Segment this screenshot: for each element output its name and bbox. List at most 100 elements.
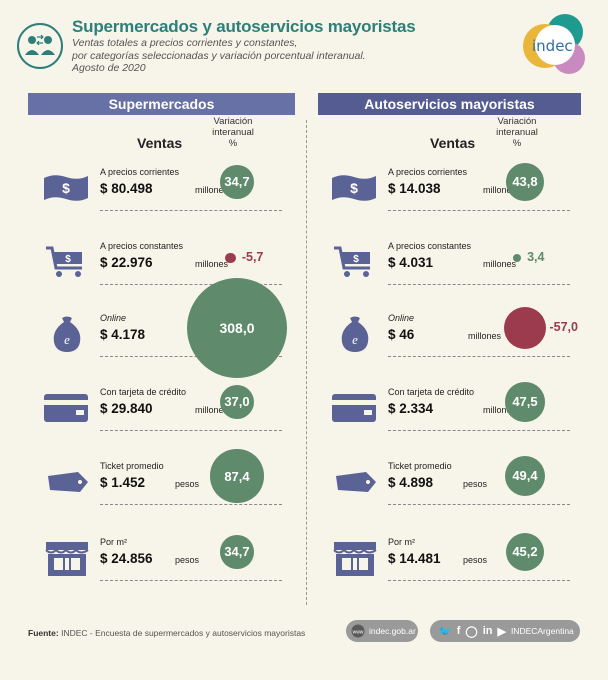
sales-value: $ 22.976 <box>100 255 153 270</box>
money-bill-icon: $ <box>330 168 380 208</box>
mayoristas-header: Autoservicios mayoristas <box>318 93 581 115</box>
people-exchange-icon <box>17 23 63 69</box>
credit-card-icon <box>42 388 92 428</box>
unit-label: pesos <box>463 479 488 489</box>
sales-value: $ 14.038 <box>388 181 441 196</box>
variation-value: 37,0 <box>224 394 250 410</box>
category-label: A precios corrientes <box>388 167 468 177</box>
variation-value: -57,0 <box>549 320 578 334</box>
source-note: Fuente: INDEC - Encuesta de supermercado… <box>28 628 305 638</box>
column-divider <box>306 120 307 605</box>
ventas-heading: Ventas <box>430 135 476 151</box>
category-row: Ticket promedio $ 4.898 pesos 49,4 <box>330 452 590 520</box>
variation-bubble: 47,5 <box>505 382 545 422</box>
row-separator <box>388 504 570 505</box>
row-separator <box>388 580 570 581</box>
category-label: Por m² <box>388 537 415 547</box>
category-label: Online <box>388 313 415 323</box>
indec-logo <box>523 14 585 74</box>
variacion-heading: Variación interanual % <box>482 116 552 149</box>
sales-value: $ 4.898 <box>388 475 434 490</box>
sales-value: $ 29.840 <box>100 401 153 416</box>
logo-text: indec <box>532 37 573 55</box>
unit-label: millones <box>195 259 229 269</box>
ventas-heading: Ventas <box>137 135 183 151</box>
sales-value: $ 4.031 <box>388 255 434 270</box>
twitter-icon[interactable]: 🐦 <box>438 625 452 638</box>
instagram-icon[interactable]: ◯ <box>465 625 478 638</box>
row-separator <box>100 504 282 505</box>
row-separator <box>388 430 570 431</box>
category-row: $ A precios corrientes $ 14.038 millones 43,… <box>330 158 590 226</box>
svg-text:e: e <box>352 332 358 347</box>
variation-value: 34,7 <box>224 544 250 560</box>
category-row: e Online $ 46 millones -57,0 <box>330 304 590 372</box>
svg-text:$: $ <box>350 180 358 196</box>
svg-text:e: e <box>64 332 70 347</box>
variation-bubble: 49,4 <box>504 455 545 496</box>
online-bag-icon: e <box>42 314 92 354</box>
unit-label: millones <box>195 405 229 415</box>
row-separator <box>388 284 570 285</box>
source-text: INDEC - Encuesta de supermercados y auto… <box>61 628 306 638</box>
row-separator <box>100 356 282 357</box>
unit-label: millones <box>483 405 517 415</box>
category-label: Por m² <box>100 537 127 547</box>
category-row: $ A precios constantes $ 22.976 millones -5,… <box>42 232 302 300</box>
social-links: 🐦 f ◯ in ▶ INDECArgentina <box>430 620 580 642</box>
variacion-line: interanual <box>496 127 538 138</box>
variacion-line: % <box>228 138 238 149</box>
category-row: $ A precios constantes $ 4.031 millones 3,4 <box>330 232 590 300</box>
category-row: $ A precios corrientes $ 80.498 millones 34,… <box>42 158 302 226</box>
linkedin-icon[interactable]: in <box>482 625 493 637</box>
unit-label: millones <box>483 259 517 269</box>
category-label: A precios corrientes <box>100 167 180 177</box>
category-row: Con tarjeta de crédito $ 2.334 millones 47,… <box>330 378 590 446</box>
unit-label: millones <box>195 185 229 195</box>
category-row: Por m² $ 24.856 pesos 34,7 <box>42 528 302 596</box>
variation-value: 47,5 <box>512 394 538 410</box>
variation-value: 34,7 <box>224 174 250 190</box>
unit-label: millones <box>468 331 502 341</box>
source-label: Fuente: <box>28 628 59 638</box>
category-row: Con tarjeta de crédito $ 29.840 millones 37… <box>42 378 302 446</box>
sales-value: $ 24.856 <box>100 551 153 566</box>
header: Supermercados y autoservicios mayoristas… <box>0 0 608 80</box>
youtube-icon[interactable]: ▶ <box>497 625 506 638</box>
shopping-cart-icon: $ <box>42 242 92 282</box>
subtitle-line: por categorías seleccionadas y variación… <box>72 49 366 62</box>
variation-value: 45,2 <box>512 544 538 560</box>
facebook-icon[interactable]: f <box>456 625 461 637</box>
variation-value: 3,4 <box>527 250 545 264</box>
website-link[interactable]: www indec.gob.ar <box>346 620 418 642</box>
variacion-heading: Variación interanual % <box>198 116 268 149</box>
page-subtitle: Ventas totales a precios corrientes y co… <box>72 37 402 75</box>
variation-value: 87,4 <box>224 468 250 484</box>
sales-value: $ 80.498 <box>100 181 153 196</box>
variation-bubble: 87,4 <box>210 449 264 503</box>
variation-bubble: 43,8 <box>506 163 544 201</box>
category-label: Ticket promedio <box>388 461 452 471</box>
money-bill-icon: $ <box>42 168 92 208</box>
category-label: Con tarjeta de crédito <box>100 387 187 397</box>
supermercados-header: Supermercados <box>28 93 295 115</box>
sales-value: $ 2.334 <box>388 401 434 416</box>
price-tag-icon <box>330 462 380 502</box>
unit-label: pesos <box>463 555 488 565</box>
sales-value: $ 14.481 <box>388 551 441 566</box>
row-separator <box>100 210 282 211</box>
sales-value: $ 1.452 <box>100 475 146 490</box>
variacion-line: interanual <box>212 127 254 138</box>
category-label: A precios constantes <box>100 241 184 251</box>
category-label: A precios constantes <box>388 241 472 251</box>
category-row: Por m² $ 14.481 pesos 45,2 <box>330 528 590 596</box>
variation-bubble <box>503 306 547 350</box>
variation-bubble: 308,0 <box>187 278 287 378</box>
category-row: Ticket promedio $ 1.452 pesos 87,4 <box>42 449 302 520</box>
variation-bubble: 37,0 <box>219 384 255 420</box>
variation-bubble: 34,7 <box>220 535 254 569</box>
sales-value: $ 46 <box>388 327 415 342</box>
credit-card-icon <box>330 388 380 428</box>
row-separator <box>100 430 282 431</box>
www-icon: www <box>351 624 365 638</box>
